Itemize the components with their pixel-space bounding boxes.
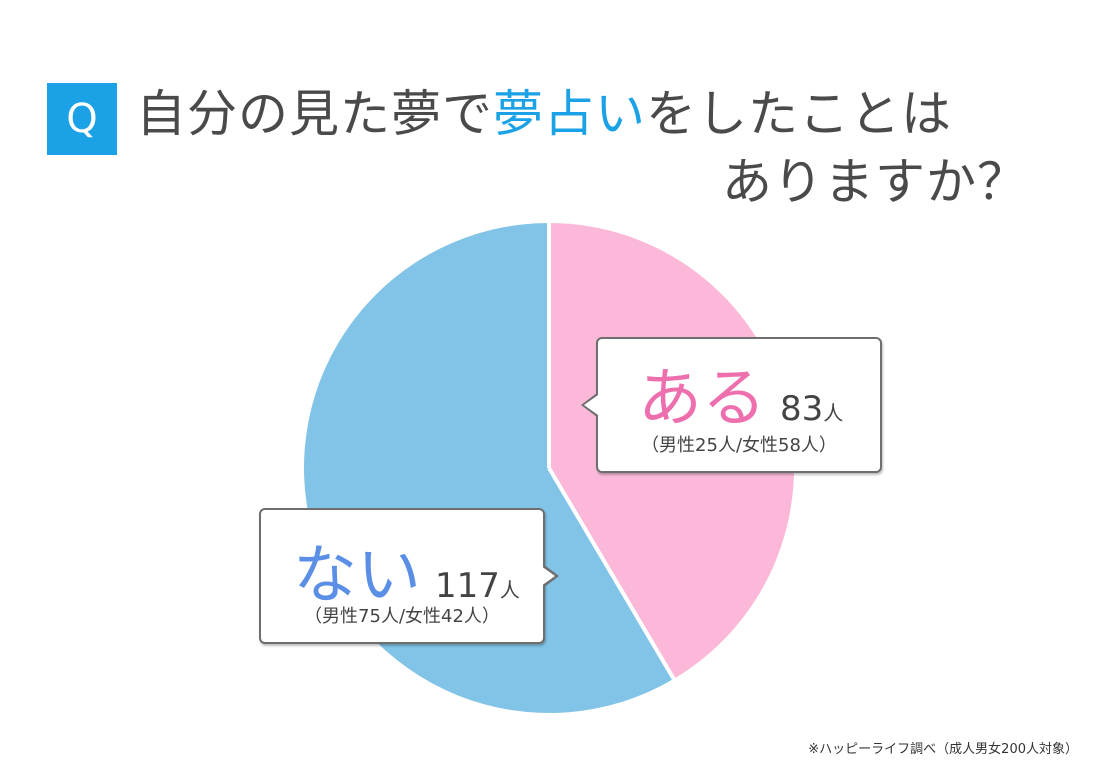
unit-aru: 人 (823, 401, 844, 425)
question-title: 自分の見た夢で夢占いをしたことは ありますか？ (136, 80, 1056, 216)
question-line2: ありますか？ (722, 153, 1028, 211)
callout-nai-tail-fill (541, 566, 555, 586)
detail-nai: （男性75人/女性42人） (304, 606, 500, 627)
question-line1-post: をしたことは (646, 85, 952, 143)
source-footnote: ※ハッピーライフ調べ（成人男女200人対象） (808, 742, 1078, 757)
value-aru: 83 (780, 389, 824, 429)
question-line1: 自分の見た夢で夢占いをしたことは (136, 85, 952, 143)
callout-aru-tail-fill (584, 395, 598, 415)
unit-nai: 人 (499, 578, 520, 602)
callout-nai: ない 117人 （男性75人/女性42人） (259, 508, 545, 644)
question-highlight: 夢占い (493, 85, 646, 143)
callout-aru-main: ある 83人 (638, 347, 843, 439)
callout-aru: ある 83人 （男性25人/女性58人） (596, 337, 882, 473)
label-nai: ない (293, 539, 421, 613)
callout-nai-main: ない 117人 (293, 524, 520, 616)
slice-separator (547, 466, 676, 680)
label-aru: ある (638, 362, 766, 436)
question-line1-pre: 自分の見た夢で (136, 85, 493, 143)
detail-aru: （男性25人/女性58人） (641, 435, 837, 456)
value-nai: 117 (435, 566, 500, 606)
question-badge: Q (47, 83, 117, 155)
